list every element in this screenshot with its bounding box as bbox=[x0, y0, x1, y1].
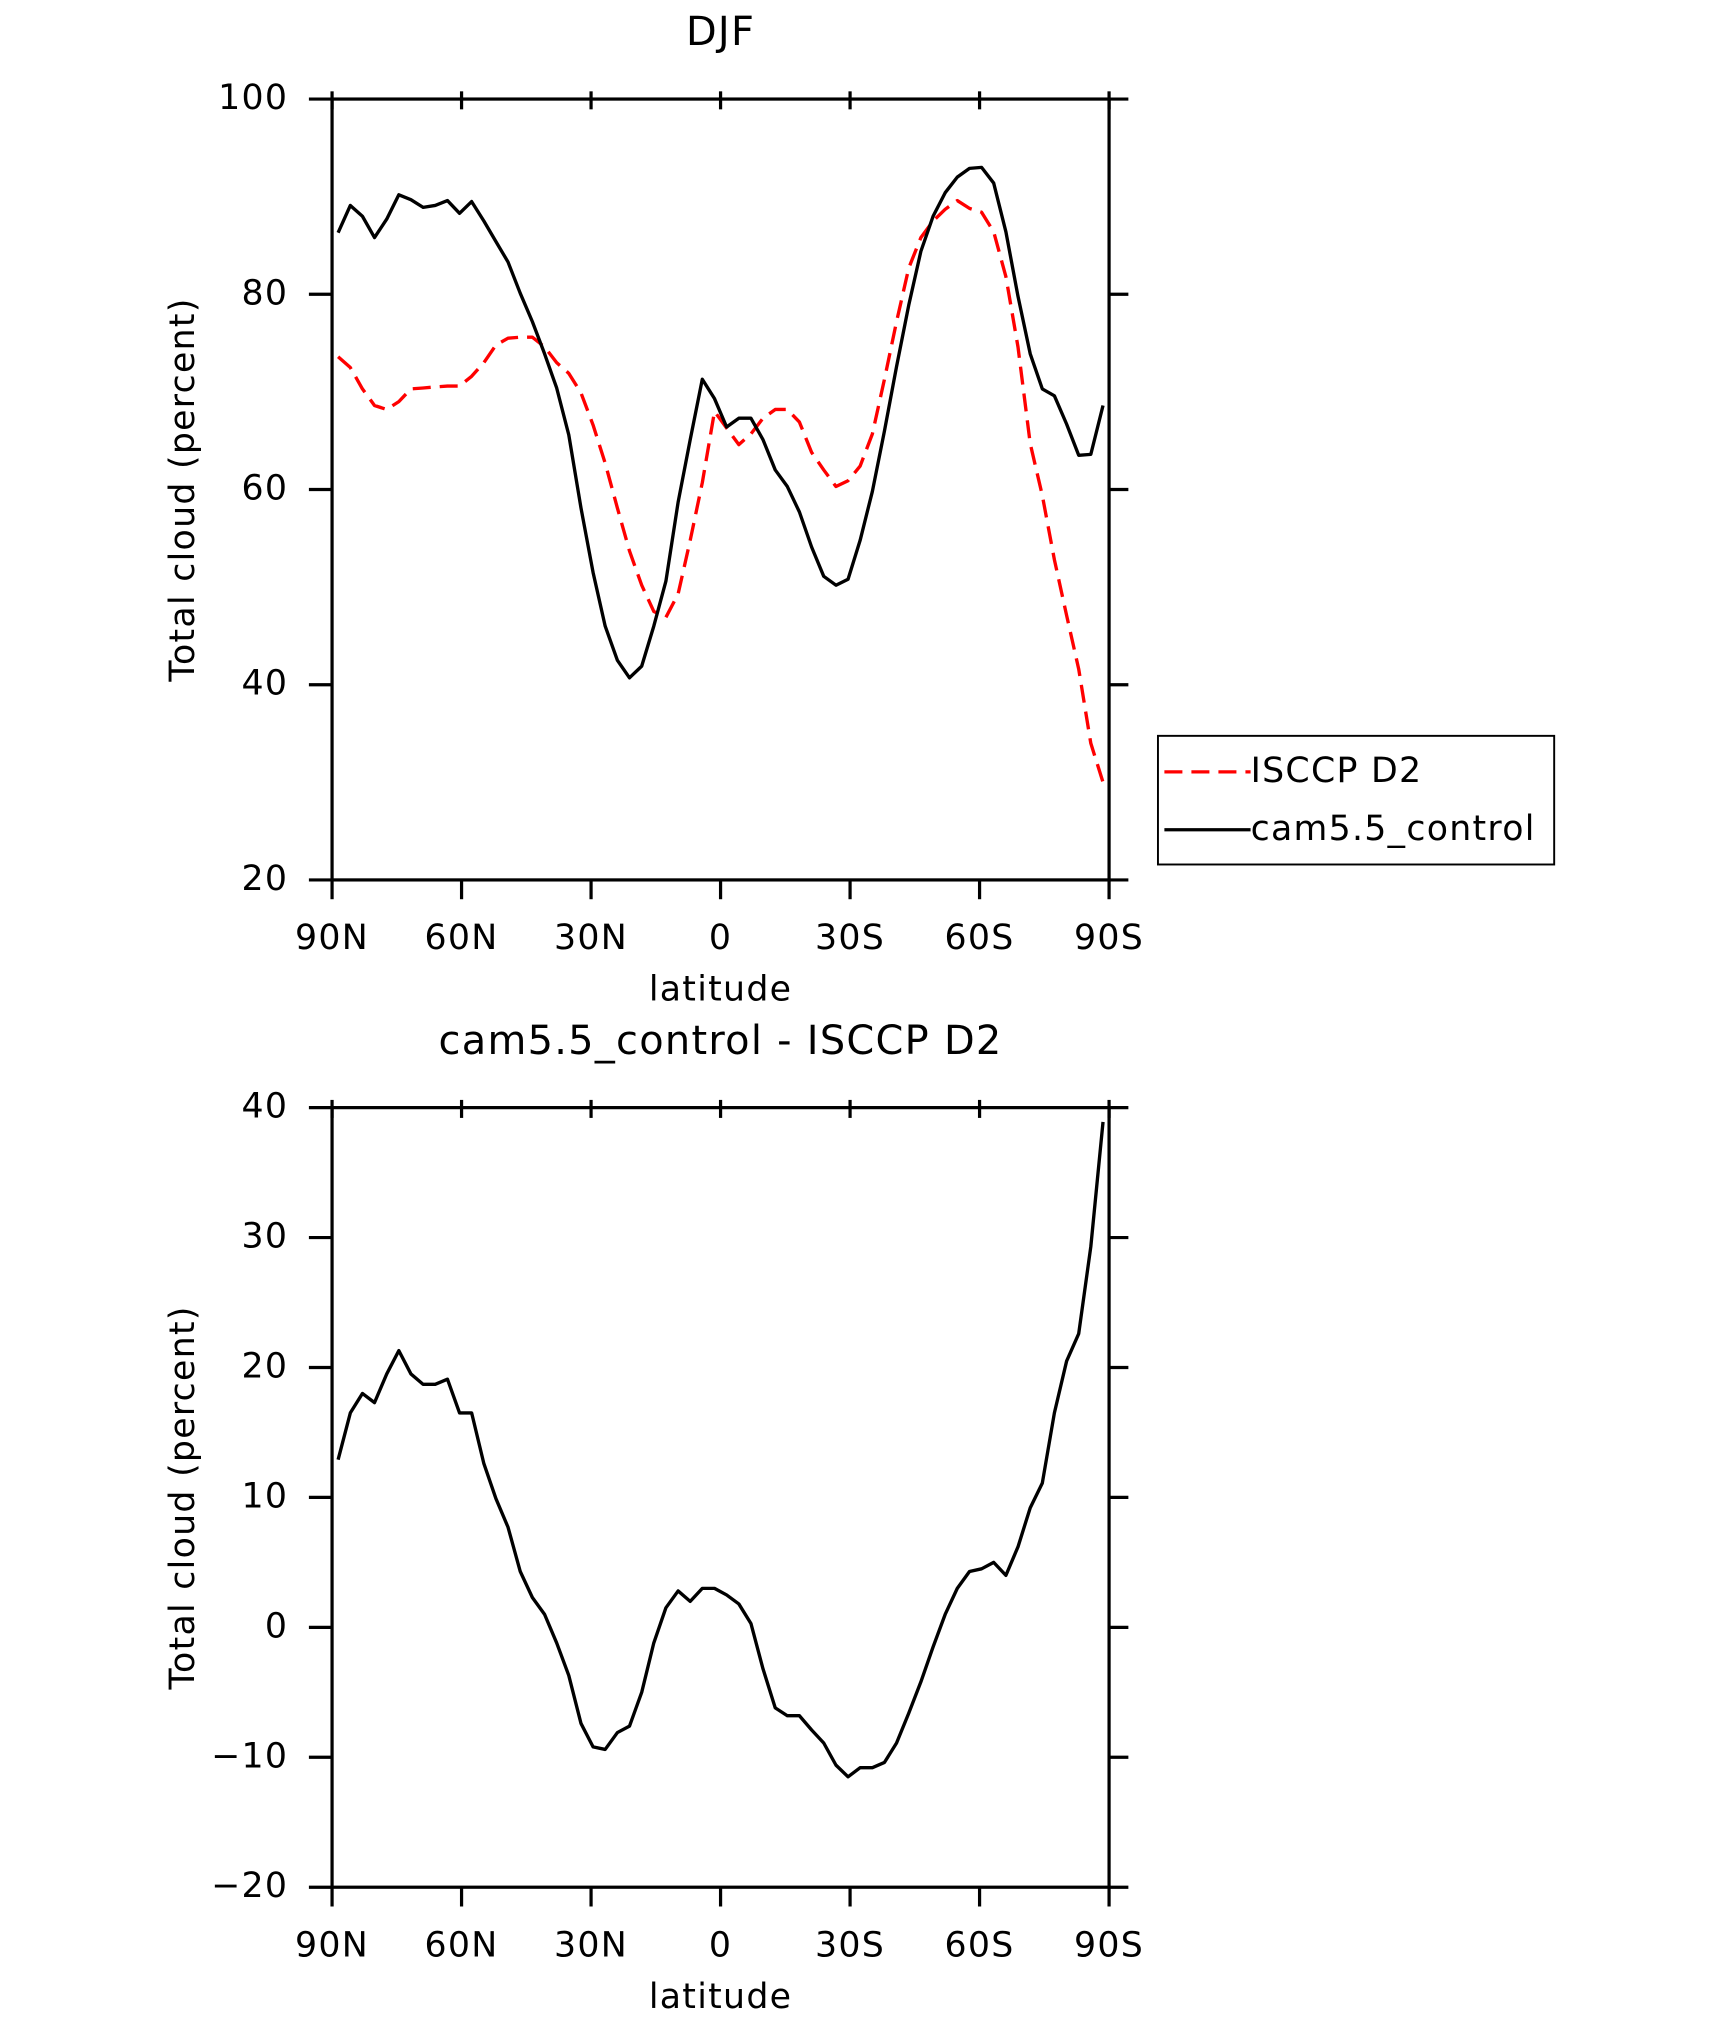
x-tick-label: 60S bbox=[945, 1925, 1015, 1965]
y-tick-label: −20 bbox=[211, 1866, 288, 1906]
legend-label: ISCCP D2 bbox=[1251, 751, 1423, 791]
x-tick-label: 30N bbox=[554, 918, 628, 958]
series-line bbox=[336, 165, 1105, 680]
y-axis-label: Total cloud (percent) bbox=[163, 1305, 203, 1690]
y-tick-label: 20 bbox=[242, 859, 289, 899]
x-axis-label: latitude bbox=[649, 970, 793, 1010]
x-tick-label: 30S bbox=[815, 918, 885, 958]
x-tick-label: 90N bbox=[295, 1925, 369, 1965]
y-tick-label: 60 bbox=[242, 468, 289, 508]
x-axis-label: latitude bbox=[649, 1977, 793, 2017]
y-tick-label: 100 bbox=[218, 78, 288, 118]
x-tick-label: 60N bbox=[425, 1925, 499, 1965]
y-tick-label: 0 bbox=[265, 1606, 288, 1646]
chart-title: DJF bbox=[686, 9, 755, 55]
x-tick-label: 0 bbox=[709, 1925, 732, 1965]
y-tick-label: 40 bbox=[242, 664, 289, 704]
y-tick-label: 20 bbox=[242, 1346, 289, 1386]
series-line bbox=[336, 1121, 1105, 1779]
y-tick-label: −10 bbox=[211, 1736, 288, 1776]
legend-box bbox=[1156, 734, 1556, 866]
x-tick-label: 30N bbox=[554, 1925, 628, 1965]
y-tick-label: 10 bbox=[242, 1476, 289, 1516]
x-tick-label: 90S bbox=[1074, 918, 1144, 958]
plot-frame bbox=[330, 1106, 1111, 1889]
x-tick-label: 90N bbox=[295, 918, 369, 958]
x-tick-label: 30S bbox=[815, 1925, 885, 1965]
y-axis-label: Total cloud (percent) bbox=[163, 297, 203, 682]
x-tick-label: 90S bbox=[1074, 1925, 1144, 1965]
plot-frame bbox=[330, 97, 1111, 882]
y-tick-label: 30 bbox=[242, 1217, 289, 1257]
y-tick-label: 80 bbox=[242, 273, 289, 313]
x-tick-label: 0 bbox=[709, 918, 732, 958]
chart-title: cam5.5_control - ISCCP D2 bbox=[439, 1018, 1003, 1064]
legend-label: cam5.5_control bbox=[1251, 809, 1536, 849]
y-tick-label: 40 bbox=[242, 1087, 289, 1127]
x-tick-label: 60S bbox=[945, 918, 1015, 958]
series-line bbox=[336, 198, 1105, 783]
x-tick-label: 60N bbox=[425, 918, 499, 958]
